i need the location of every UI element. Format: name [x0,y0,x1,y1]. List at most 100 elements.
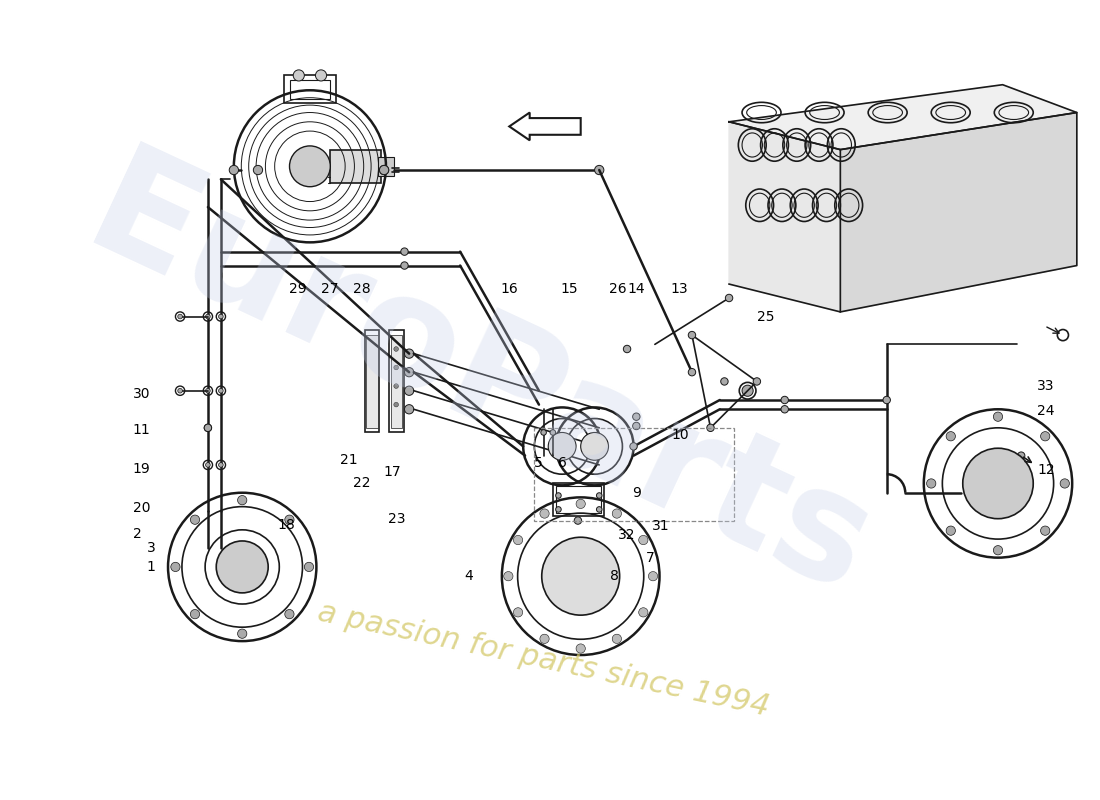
Text: 22: 22 [353,477,371,490]
Text: 3: 3 [146,542,155,555]
Bar [289,80,330,98]
Circle shape [289,146,330,186]
Bar [390,335,402,428]
Polygon shape [729,122,840,312]
Text: 27: 27 [321,282,339,296]
Text: 12: 12 [1037,463,1055,478]
Circle shape [285,515,294,524]
Bar [284,75,336,103]
Bar [535,428,734,521]
Circle shape [206,462,210,467]
Circle shape [1041,526,1049,535]
Circle shape [630,442,637,450]
Circle shape [550,430,556,435]
Circle shape [548,433,576,460]
Circle shape [1060,479,1069,488]
Circle shape [316,70,327,81]
Circle shape [946,432,956,441]
Text: 19: 19 [133,462,151,476]
Circle shape [285,610,294,618]
Circle shape [253,166,263,174]
Circle shape [400,248,408,255]
Circle shape [405,367,414,377]
Bar [388,330,404,433]
Circle shape [781,406,789,413]
Polygon shape [729,85,1077,150]
Circle shape [556,506,561,512]
Circle shape [206,314,210,319]
Circle shape [993,412,1002,422]
Circle shape [993,546,1002,555]
Circle shape [613,509,621,518]
Circle shape [217,541,268,593]
Circle shape [581,433,608,460]
Circle shape [639,608,648,617]
Circle shape [946,526,956,535]
Circle shape [219,314,223,319]
Text: 7: 7 [646,550,654,565]
Circle shape [613,634,621,643]
FancyArrow shape [509,113,581,140]
Circle shape [725,294,733,302]
Circle shape [205,424,211,431]
Circle shape [394,346,398,351]
Circle shape [632,422,640,430]
Bar [556,486,601,513]
Text: 23: 23 [388,512,405,526]
Circle shape [1018,452,1025,459]
Circle shape [178,389,183,393]
Text: 16: 16 [500,282,518,296]
Text: 10: 10 [672,428,690,442]
Circle shape [504,571,513,581]
Circle shape [206,389,210,393]
Text: 11: 11 [133,422,151,437]
Circle shape [294,70,305,81]
Text: 6: 6 [558,456,566,470]
Bar [364,330,380,433]
Text: 9: 9 [631,486,640,500]
Text: 1: 1 [146,560,155,574]
Circle shape [379,166,388,174]
Text: 33: 33 [1037,379,1055,393]
Circle shape [178,314,183,319]
Circle shape [394,366,398,370]
Circle shape [394,384,398,389]
Text: 30: 30 [133,386,151,401]
Text: 28: 28 [353,282,371,296]
Circle shape [219,389,223,393]
Circle shape [596,506,602,512]
Bar [553,483,604,516]
Bar [330,150,382,183]
Circle shape [720,378,728,385]
Text: 20: 20 [133,501,151,514]
Text: a passion for parts since 1994: a passion for parts since 1994 [315,598,772,722]
Circle shape [926,479,936,488]
Circle shape [556,493,561,498]
Circle shape [689,369,695,376]
Circle shape [576,644,585,653]
Bar [366,335,377,428]
Circle shape [742,385,754,396]
Circle shape [190,610,199,618]
Circle shape [190,515,199,524]
Text: 15: 15 [560,282,578,296]
Circle shape [689,331,695,338]
Text: 17: 17 [383,466,400,479]
Text: 4: 4 [465,569,473,583]
Text: EuroParts: EuroParts [65,136,892,627]
Circle shape [781,396,789,404]
Bar [377,157,394,175]
Text: 24: 24 [1037,404,1055,418]
Circle shape [648,571,658,581]
Text: 8: 8 [610,569,619,583]
Circle shape [405,386,414,395]
Text: 26: 26 [608,282,626,296]
Circle shape [754,378,760,385]
Circle shape [883,396,890,404]
Text: 29: 29 [288,282,306,296]
Text: 14: 14 [627,282,645,296]
Circle shape [405,405,414,414]
Circle shape [632,413,640,421]
Circle shape [170,562,180,571]
Circle shape [540,634,549,643]
